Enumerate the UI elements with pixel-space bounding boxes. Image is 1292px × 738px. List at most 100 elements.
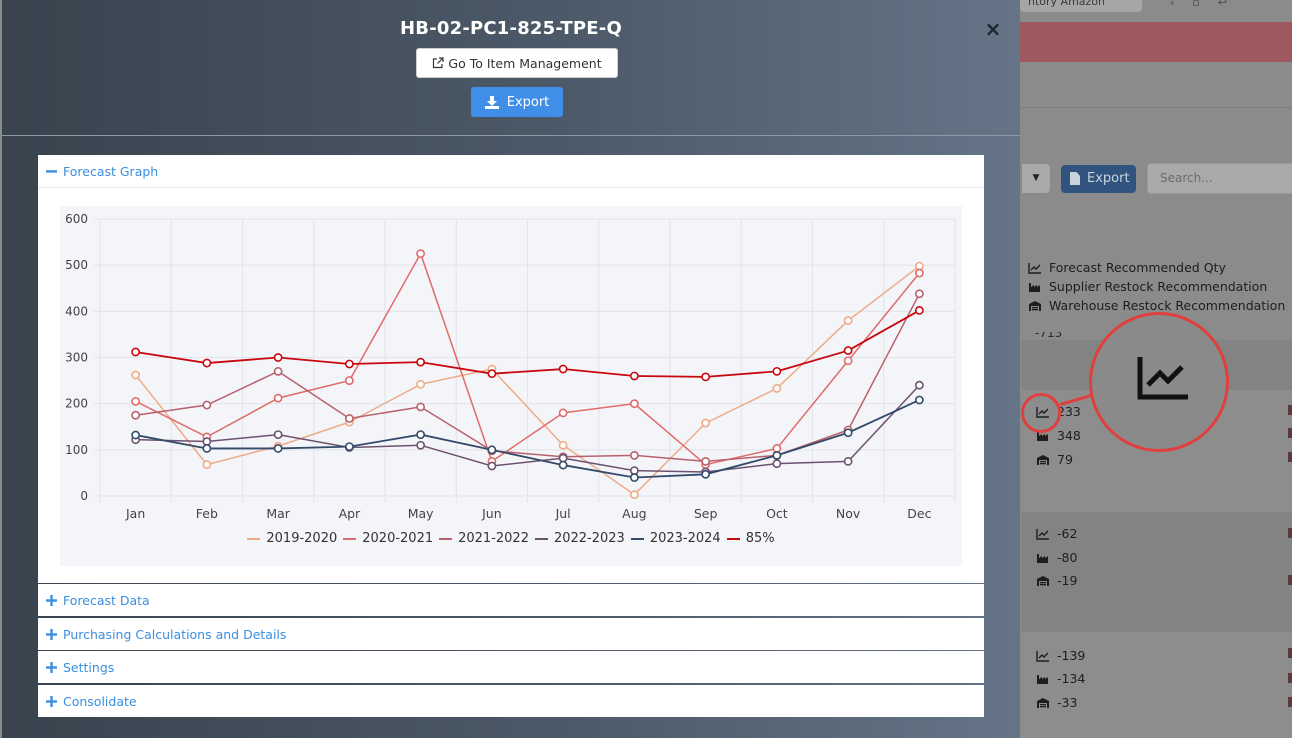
data-point — [629, 473, 639, 482]
y-tick-label: 0 — [80, 489, 88, 503]
plus-icon — [45, 594, 57, 606]
legend-item[interactable]: 2019-2020 — [247, 531, 337, 546]
legend-item[interactable]: 2022-2023 — [534, 531, 625, 546]
data-point — [131, 370, 141, 380]
y-tick-label: 300 — [65, 351, 88, 365]
background-search-input[interactable]: Search... — [1147, 163, 1292, 194]
consolidate-panel: Consolidate — [38, 685, 984, 717]
background-select[interactable]: ▼ — [1022, 164, 1050, 193]
background-edge-mark — [1288, 673, 1292, 683]
warehouse-icon — [1029, 300, 1041, 311]
consolidate-toggle[interactable]: Consolidate — [38, 685, 984, 717]
x-tick-label: May — [408, 506, 434, 521]
data-point — [558, 408, 568, 418]
section-label: Forecast Graph — [63, 163, 159, 179]
data-point — [416, 402, 426, 412]
x-tick-label: Feb — [196, 506, 218, 521]
data-point — [914, 395, 924, 405]
settings-toggle[interactable]: Settings — [38, 651, 984, 683]
data-point — [202, 358, 212, 368]
go-to-item-management-button[interactable]: Go To Item Management — [416, 48, 618, 78]
legend-label: 2019-2020 — [266, 531, 338, 546]
data-point — [772, 450, 782, 460]
data-point — [843, 346, 853, 355]
background-edge-mark — [1288, 575, 1292, 585]
legend-label: 2021-2022 — [458, 531, 529, 546]
forecast-line-chart: 0 100 200 300 400 500 600 Jan Feb Mar Apr May Jun Jul… — [65, 212, 956, 521]
forecast-value: 233 — [1057, 404, 1081, 419]
x-tick-label: Oct — [766, 506, 788, 521]
data-point — [701, 372, 711, 382]
data-point — [273, 393, 283, 403]
data-point — [202, 437, 212, 446]
data-point — [701, 469, 711, 479]
background-export-label: Export — [1087, 171, 1130, 186]
forecast-graph-toggle[interactable]: Forecast Graph — [38, 155, 984, 187]
background-export-button[interactable]: Export — [1061, 165, 1136, 193]
legend-swatch — [247, 537, 261, 540]
purchasing-calculations-panel: Purchasing Calculations and Details — [38, 618, 984, 650]
section-label: Consolidate — [63, 693, 137, 709]
background-edge-mark — [1288, 528, 1292, 538]
x-tick-label: Aug — [622, 506, 646, 521]
forecast-data-toggle[interactable]: Forecast Data — [38, 584, 984, 616]
top-icon[interactable]: ▫ — [1192, 0, 1218, 9]
top-icon[interactable]: ↩ — [1217, 0, 1246, 9]
data-point — [629, 466, 639, 476]
forecast-value: -139 — [1057, 648, 1086, 663]
data-point — [202, 400, 212, 410]
purchasing-calculations-toggle[interactable]: Purchasing Calculations and Details — [38, 618, 984, 650]
data-point — [558, 460, 568, 470]
series-line — [135, 309, 920, 378]
download-icon — [484, 95, 499, 109]
close-button[interactable]: × — [984, 17, 1002, 41]
factory-icon — [1029, 282, 1040, 292]
series-line — [135, 384, 920, 473]
row-supplier-value: -80 — [1036, 550, 1077, 565]
background-edge-mark — [1288, 697, 1292, 707]
series-line — [135, 251, 920, 466]
data-point — [772, 459, 782, 469]
row-warehouse-value: -33 — [1036, 695, 1077, 710]
go-to-item-management-label: Go To Item Management — [448, 55, 602, 71]
export-button[interactable]: Export — [471, 87, 563, 117]
row-warehouse-value: 79 — [1036, 452, 1073, 467]
external-link-icon — [433, 57, 444, 69]
x-tick-label: Jun — [481, 506, 502, 521]
line-chart-icon — [1036, 650, 1049, 662]
row-supplier-value: 348 — [1036, 428, 1081, 443]
plus-icon — [45, 695, 57, 707]
background-alert-bar — [1020, 22, 1292, 62]
minus-icon — [45, 166, 57, 177]
data-point — [202, 444, 212, 453]
series-line — [135, 399, 920, 479]
legend-label: Supplier Restock Recommendation — [1049, 279, 1268, 294]
legend-item[interactable]: 2021-2022 — [439, 531, 529, 546]
data-point — [131, 430, 141, 440]
supplier-value: 348 — [1057, 428, 1081, 443]
legend-label: 2020-2021 — [362, 531, 434, 546]
legend-item[interactable]: 2020-2021 — [343, 531, 433, 546]
factory-icon — [1037, 553, 1048, 563]
background-edge-mark — [1288, 428, 1292, 438]
legend-row-warehouse: Warehouse Restock Recommendation — [1028, 296, 1292, 315]
legend-item[interactable]: 85% — [726, 531, 775, 546]
background-top-search[interactable]: ntory Amazon — [1020, 0, 1142, 12]
legend-item[interactable]: 2023-2024 — [630, 531, 721, 546]
section-label: Purchasing Calculations and Details — [63, 626, 287, 642]
data-point — [273, 430, 283, 439]
data-point — [344, 442, 354, 452]
data-point — [273, 444, 283, 453]
background-legend: Forecast Recommended Qty Supplier Restoc… — [1028, 258, 1292, 315]
file-icon — [1070, 172, 1080, 185]
data-point — [273, 366, 283, 376]
data-point — [487, 445, 497, 455]
line-chart-icon — [1137, 357, 1188, 400]
background-divider — [1020, 107, 1292, 108]
data-point — [772, 444, 782, 453]
forecast-data-panel: Forecast Data — [38, 584, 984, 616]
chart-legend: 2019-2020 2020-2021 2021-2022 2022-2023 2023… — [60, 531, 962, 546]
top-icon[interactable]: ‹ — [1170, 0, 1193, 9]
warehouse-value: -33 — [1057, 695, 1078, 710]
background-edge-mark — [1288, 405, 1292, 415]
